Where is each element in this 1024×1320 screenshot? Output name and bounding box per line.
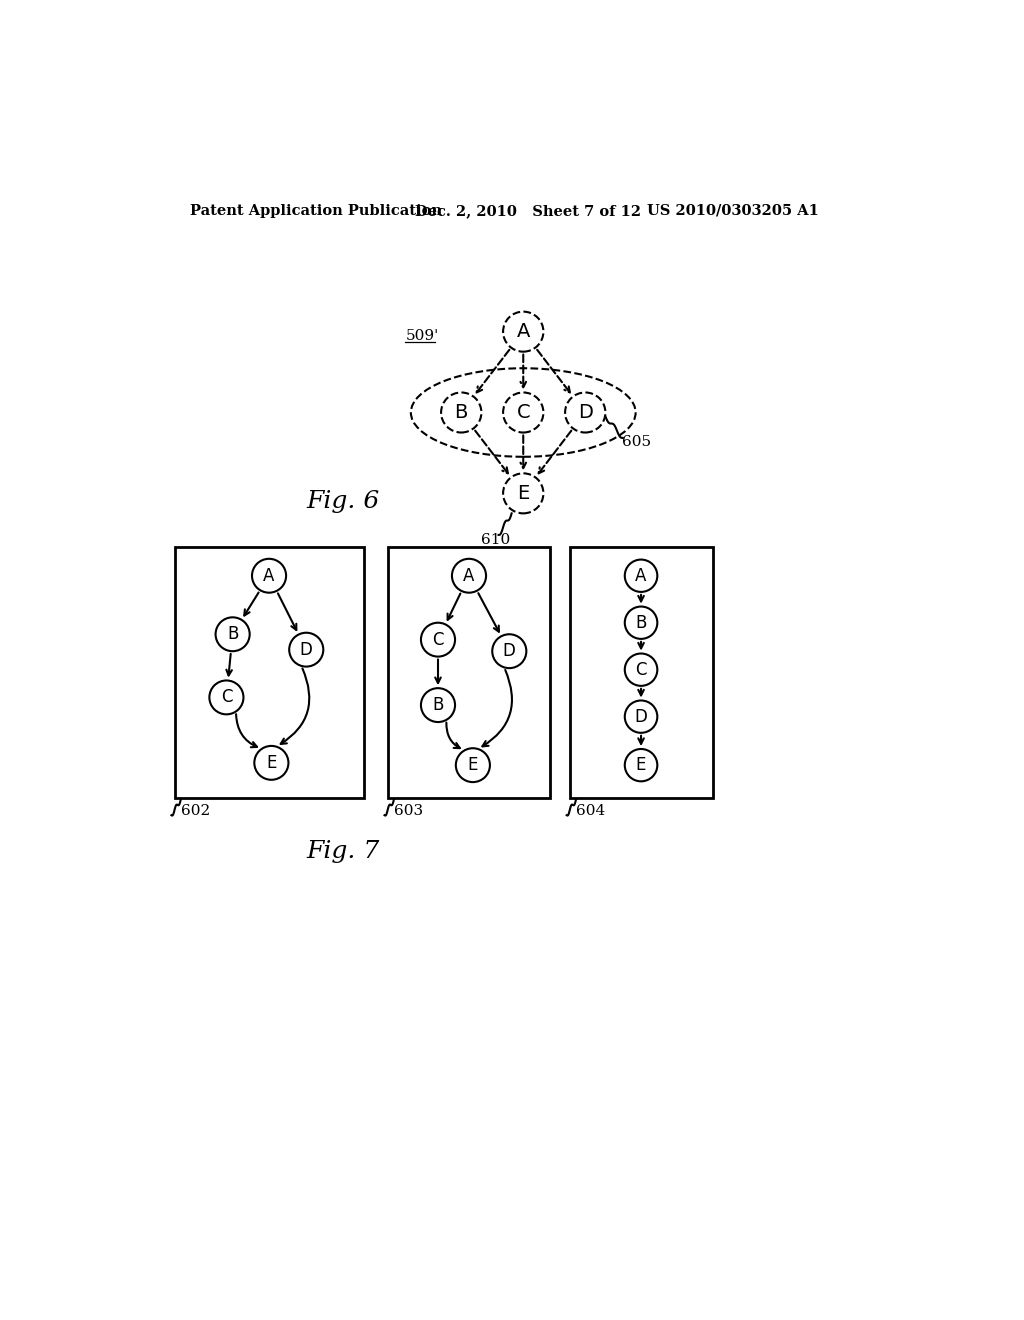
Circle shape — [456, 748, 489, 781]
Circle shape — [452, 558, 486, 593]
Circle shape — [625, 701, 657, 733]
Circle shape — [625, 607, 657, 639]
Text: C: C — [221, 689, 232, 706]
Text: 605: 605 — [623, 434, 651, 449]
Text: Dec. 2, 2010   Sheet 7 of 12: Dec. 2, 2010 Sheet 7 of 12 — [415, 203, 641, 218]
Bar — [388, 548, 550, 797]
Text: Fig. 6: Fig. 6 — [306, 490, 380, 512]
Text: 602: 602 — [180, 804, 210, 818]
Circle shape — [209, 681, 244, 714]
Circle shape — [254, 746, 289, 780]
Bar — [174, 548, 365, 797]
Circle shape — [421, 688, 455, 722]
Text: D: D — [635, 708, 647, 726]
Text: C: C — [432, 631, 443, 648]
Text: A: A — [516, 322, 530, 341]
Circle shape — [421, 623, 455, 656]
Text: 603: 603 — [394, 804, 423, 818]
Text: D: D — [503, 643, 516, 660]
Circle shape — [625, 653, 657, 686]
Text: 604: 604 — [575, 804, 605, 818]
Text: E: E — [636, 756, 646, 774]
Text: B: B — [227, 626, 239, 643]
Text: Patent Application Publication: Patent Application Publication — [190, 203, 442, 218]
Circle shape — [252, 558, 286, 593]
Text: A: A — [263, 566, 274, 585]
Text: 509': 509' — [406, 329, 438, 342]
Text: D: D — [578, 403, 593, 422]
Text: B: B — [432, 696, 443, 714]
Text: US 2010/0303205 A1: US 2010/0303205 A1 — [647, 203, 819, 218]
Circle shape — [625, 748, 657, 781]
Text: B: B — [455, 403, 468, 422]
Text: C: C — [516, 403, 530, 422]
Text: E: E — [266, 754, 276, 772]
Text: B: B — [635, 614, 647, 632]
Text: E: E — [468, 756, 478, 774]
Circle shape — [289, 632, 324, 667]
Text: A: A — [635, 566, 647, 585]
Text: 610: 610 — [480, 533, 510, 548]
Text: Fig. 7: Fig. 7 — [306, 840, 380, 863]
Text: A: A — [463, 566, 475, 585]
Bar — [569, 548, 713, 797]
Circle shape — [625, 560, 657, 591]
Text: C: C — [635, 661, 647, 678]
Text: E: E — [517, 484, 529, 503]
Text: D: D — [300, 640, 312, 659]
Circle shape — [216, 618, 250, 651]
Circle shape — [493, 635, 526, 668]
